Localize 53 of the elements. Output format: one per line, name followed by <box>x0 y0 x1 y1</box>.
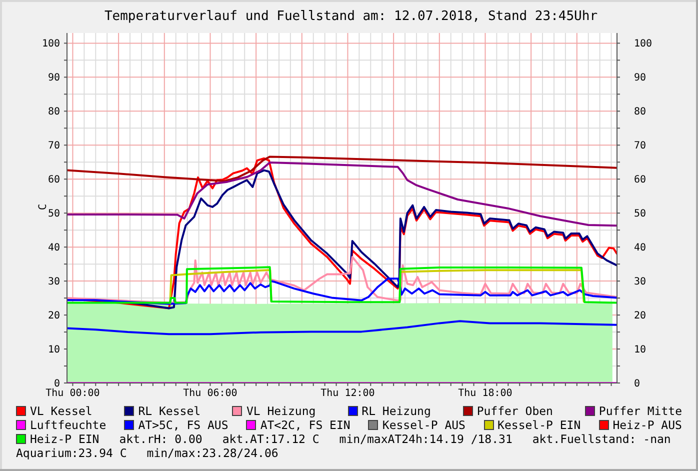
y-tick-label: 90 <box>48 72 60 84</box>
y2-tick-label: 30 <box>634 276 646 288</box>
x-tick-label: Thu 00:00 <box>46 388 100 400</box>
y2-tick-label: 20 <box>634 310 646 322</box>
y2-tick-label: 60 <box>634 174 646 186</box>
text: min/maxAT24h:14.19 /18.31 <box>339 432 512 446</box>
legend-label: Kessel-P EIN <box>498 418 581 432</box>
text: akt.AT:17.12 C <box>222 432 320 446</box>
legend-label: Puffer Oben <box>476 404 553 418</box>
x-tick-label: Thu 18:00 <box>458 388 512 400</box>
y-tick-label: 100 <box>42 38 60 50</box>
legend-label: AT>5C, FS AUS <box>138 418 228 432</box>
line-series <box>67 278 617 305</box>
line-series <box>67 320 617 336</box>
line-series <box>67 156 617 182</box>
y2-tick-label: 80 <box>634 106 646 118</box>
y2-tick-label: 10 <box>634 344 646 356</box>
legend-label: VL Heizung <box>246 404 316 418</box>
text: min/max:23.28/24.06 <box>146 446 278 460</box>
y-tick-label: 10 <box>48 344 60 356</box>
y-tick-label: 70 <box>48 140 60 152</box>
text: akt.Fuellstand: -nan <box>532 432 671 446</box>
text: Aquarium:23.94 C <box>16 446 127 460</box>
y-axis-title: C <box>37 204 49 210</box>
text: akt.rH: 0.00 <box>119 432 202 446</box>
legend-label: Puffer Mitte <box>598 404 682 418</box>
y2-tick-label: 40 <box>634 242 646 254</box>
y-tick-label: 0 <box>54 378 60 390</box>
y-tick-label: 40 <box>48 242 60 254</box>
line-series <box>67 161 617 227</box>
x-tick-label: Thu 06:00 <box>183 388 238 400</box>
y-tick-label: 80 <box>48 106 60 118</box>
y-tick-label: 30 <box>48 276 60 288</box>
legend-label: Kessel-P AUS <box>382 418 466 432</box>
legend-label: Heiz-P EIN <box>30 432 100 446</box>
line-series <box>67 266 617 304</box>
y-tick-label: 50 <box>48 208 60 220</box>
legend-label: RL Kessel <box>138 404 201 418</box>
legend-label: AT<2C, FS EIN <box>260 418 350 432</box>
legend-label: VL Kessel <box>30 404 92 418</box>
line-series <box>67 256 617 304</box>
y2-tick-label: 50 <box>634 208 646 220</box>
y2-tick-label: 70 <box>634 140 646 152</box>
y2-tick-label: 0 <box>634 378 640 390</box>
legend-label: RL Heizung <box>362 404 431 418</box>
legend-label: Heiz-P AUS <box>612 418 682 432</box>
y-tick-label: 20 <box>48 310 60 322</box>
y-tick-label: 60 <box>48 174 60 186</box>
y2-tick-label: 100 <box>634 38 652 50</box>
x-tick-label: Thu 12:00 <box>320 388 375 400</box>
chart-title: Temperaturverlauf und Fuellstand am: 12.07.2018, Stand 23:45Uhr <box>103 9 599 24</box>
legend-label: Luftfeuchte <box>30 418 106 432</box>
y2-tick-label: 90 <box>634 72 646 84</box>
